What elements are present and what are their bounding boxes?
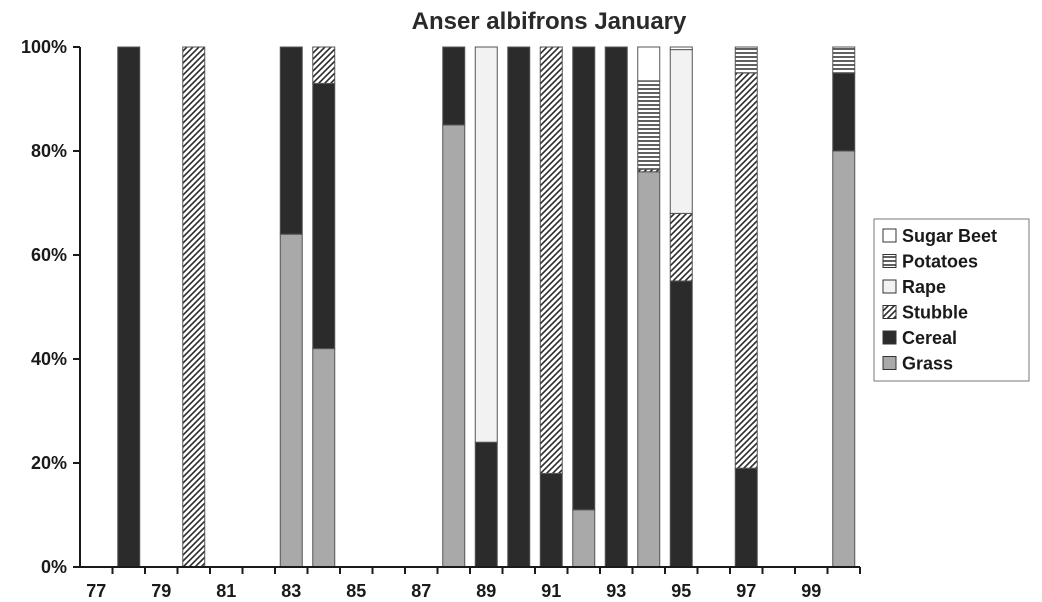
legend-label: Potatoes	[902, 252, 978, 272]
bar-segment-grass-100	[832, 150, 856, 568]
x-tick-label: 95	[671, 581, 691, 601]
x-tick-label: 89	[476, 581, 496, 601]
bar-segment-potatoes-100	[832, 46, 856, 74]
bar-segment-grass-92	[572, 509, 596, 568]
bar-segment-stubble-95	[669, 212, 693, 282]
x-tick-label: 79	[151, 581, 171, 601]
legend-swatch	[882, 279, 897, 294]
bar-segment-rape-95	[669, 49, 693, 214]
x-tick-label: 97	[736, 581, 756, 601]
legend-label: Cereal	[902, 328, 957, 348]
bar-segment-grass-84	[312, 348, 336, 568]
x-tick-label: 83	[281, 581, 301, 601]
legend-label: Grass	[902, 354, 953, 374]
bar-segment-cereal-90	[507, 46, 531, 568]
bar-segment-grass-88	[442, 124, 466, 568]
y-tick-label: 20%	[31, 453, 67, 473]
x-tick-label: 87	[411, 581, 431, 601]
x-tick-label: 85	[346, 581, 366, 601]
bar-segment-cereal-92	[572, 46, 596, 511]
bar-segment-stubble-80	[182, 46, 206, 568]
bar-segment-stubble-97	[734, 72, 758, 469]
bar-segment-potatoes-94	[637, 80, 661, 170]
bar-segment-cereal-84	[312, 82, 336, 350]
legend-label: Sugar Beet	[902, 226, 997, 246]
y-tick-label: 40%	[31, 349, 67, 369]
bar-segment-cereal-78	[117, 46, 141, 568]
bar-segment-cereal-89	[474, 441, 498, 568]
x-tick-label: 99	[801, 581, 821, 601]
bar-segment-cereal-97	[734, 467, 758, 568]
legend: Sugar Beet Potatoes Rape Stubble Cereal Grass	[873, 218, 1030, 382]
bar-segment-potatoes-97	[734, 46, 758, 74]
x-tick-label: 91	[541, 581, 561, 601]
bar-segment-sugar-beet-94	[637, 46, 661, 82]
bar-segment-grass-83	[279, 233, 303, 568]
bar-segment-cereal-95	[669, 280, 693, 568]
y-tick-label: 80%	[31, 141, 67, 161]
x-tick-label: 77	[86, 581, 106, 601]
bar-segment-cereal-88	[442, 46, 466, 126]
bar-segment-rape-89	[474, 46, 498, 443]
axes: 0% 20% 40% 60% 80% 100% 77 79 81 83 85 87 89 91 93 95 97…	[21, 37, 861, 601]
bar-segment-sugar-beet-95	[669, 46, 693, 51]
bar-segment-cereal-93	[604, 46, 628, 568]
y-tick-label: 60%	[31, 245, 67, 265]
y-tick-label: 100%	[21, 37, 67, 57]
y-tick-label: 0%	[41, 557, 67, 577]
legend-label: Stubble	[902, 303, 968, 323]
legend-box	[873, 218, 1030, 382]
legend-swatch	[882, 228, 897, 243]
legend-swatch	[882, 254, 897, 268]
bar-segment-cereal-83	[279, 46, 303, 235]
legend-swatch	[882, 330, 897, 345]
plot-area	[117, 46, 856, 568]
bar-segment-cereal-100	[832, 72, 856, 152]
bar-segment-stubble-91	[539, 46, 563, 474]
legend-swatch	[882, 305, 897, 319]
bar-segment-grass-94	[637, 171, 661, 568]
x-tick-label: 81	[216, 581, 236, 601]
x-tick-label: 93	[606, 581, 626, 601]
bar-segment-stubble-84	[312, 46, 336, 84]
legend-label: Rape	[902, 277, 946, 297]
bar-segment-cereal-91	[539, 472, 563, 568]
chart-title: Anser albifrons January	[412, 8, 687, 35]
legend-swatch	[882, 356, 897, 370]
